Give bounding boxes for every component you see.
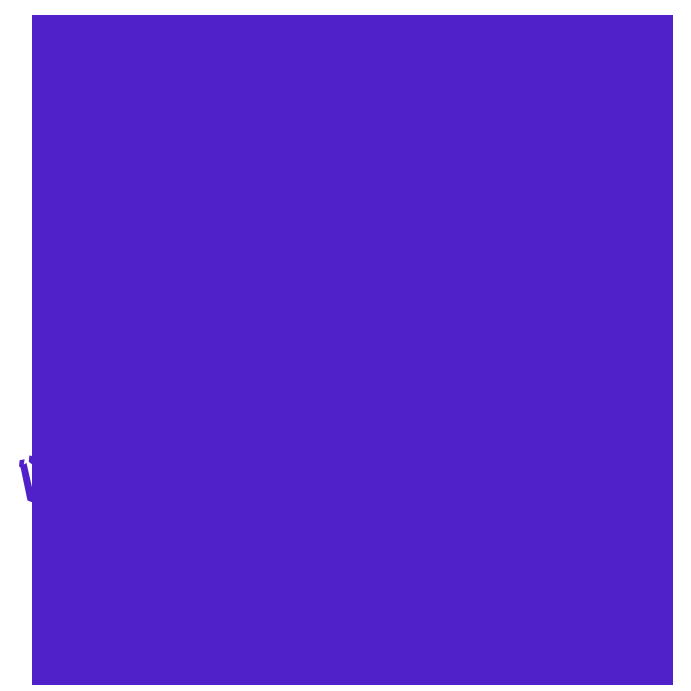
letter-w-tip-diagonal: [20, 463, 34, 503]
letter-w-tip-icon: [19, 455, 34, 503]
purple-rectangle: [32, 15, 673, 685]
